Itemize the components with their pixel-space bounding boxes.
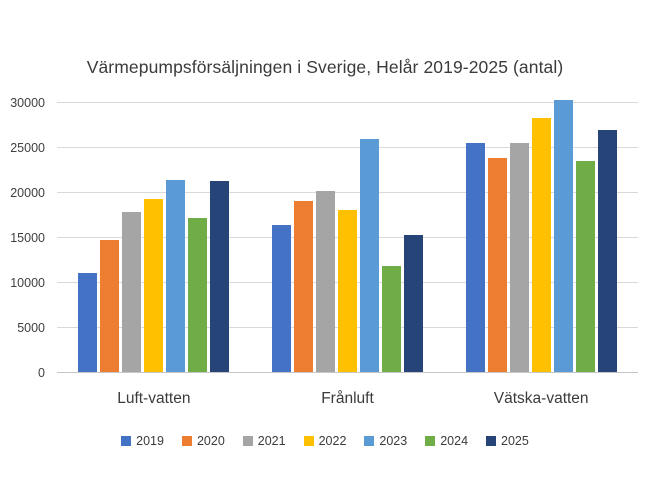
bar-2021-luft-vatten: [122, 211, 142, 372]
legend-label-2020: 2020: [196, 434, 225, 448]
bar-2024-fr-nluft: [382, 265, 401, 372]
bar-2019-v-tska-vatten: [465, 143, 485, 372]
bar-2023-v-tska-vatten: [553, 100, 573, 372]
y-tick-label-30000: 30000: [10, 96, 45, 110]
bar-2022-luft-vatten: [144, 199, 164, 372]
bar-2019-fr-nluft: [272, 225, 291, 372]
bar-2024-v-tska-vatten: [575, 160, 595, 372]
legend-swatch-icon-2024: [425, 436, 436, 446]
y-tick-label-5000: 5000: [17, 321, 45, 335]
legend-item-2022: 2022: [303, 434, 347, 448]
bar-2020-fr-nluft: [294, 201, 313, 372]
chart-title: Värmepumpsförsäljningen i Sverige, Helår…: [86, 57, 564, 77]
bar-2021-fr-nluft: [316, 191, 335, 372]
bar-group-luft-vatten: [57, 102, 251, 372]
x-axis-line: [57, 372, 638, 373]
legend-item-2019: 2019: [121, 434, 164, 448]
legend-swatch-icon-2020: [181, 436, 192, 446]
bar-2025-fr-nluft: [404, 235, 423, 372]
legend-label-2024: 2024: [440, 434, 469, 448]
legend-item-2025: 2025: [486, 434, 529, 448]
category-label-luft-vatten: Luft-vatten: [117, 390, 191, 407]
y-tick-label-15000: 15000: [10, 231, 45, 245]
bar-2025-luft-vatten: [210, 181, 230, 372]
y-tick-label-20000: 20000: [10, 186, 45, 200]
bar-groups: [57, 100, 638, 372]
category-label-fr-nluft: Frånluft: [321, 390, 374, 407]
legend-item-2023: 2023: [364, 434, 407, 448]
bar-2020-luft-vatten: [100, 239, 120, 372]
gridline-30000: [57, 102, 638, 103]
bar-2019-luft-vatten: [78, 273, 98, 372]
legend-swatch-icon-2021: [242, 436, 253, 446]
bar-2020-v-tska-vatten: [487, 157, 507, 372]
bar-2023-luft-vatten: [166, 180, 186, 372]
y-tick-label-0: 0: [38, 366, 45, 380]
legend-item-2024: 2024: [425, 434, 468, 448]
bar-2021-v-tska-vatten: [509, 142, 529, 372]
legend-swatch-icon-2019: [121, 436, 132, 446]
category-label-v-tska-vatten: Vätska-vatten: [493, 390, 589, 407]
y-tick-label-10000: 10000: [10, 276, 45, 290]
bar-2022-v-tska-vatten: [531, 118, 551, 372]
category-axis: Luft-vatten Frånluft Vätska-vatten: [57, 390, 638, 408]
legend-label-2023: 2023: [379, 434, 408, 448]
gridline-20000: [57, 192, 638, 193]
bar-2024-luft-vatten: [188, 218, 208, 372]
legend-swatch-icon-2025: [486, 436, 497, 446]
legend-label-2021: 2021: [257, 434, 286, 448]
gridline-25000: [57, 147, 638, 148]
y-tick-label-25000: 25000: [10, 141, 45, 155]
bar-2023-fr-nluft: [360, 138, 379, 372]
bar-2025-v-tska-vatten: [597, 129, 617, 372]
y-axis: 0 5000 10000 15000 20000 25000 30000: [0, 96, 45, 380]
legend-label-2022: 2022: [318, 434, 347, 448]
legend-label-2019: 2019: [136, 434, 164, 448]
bar-group-fr-nluft: [251, 102, 445, 372]
legend-item-2021: 2021: [242, 434, 286, 448]
plot-area: [57, 100, 638, 373]
legend-swatch-icon-2023: [364, 436, 375, 446]
bar-2022-fr-nluft: [338, 210, 357, 372]
legend-label-2025: 2025: [501, 434, 529, 448]
legend: 2019 2020 2021 2022 2023 2024 2025: [0, 434, 650, 448]
legend-item-2020: 2020: [181, 434, 225, 448]
bar-group-v-tska-vatten: [444, 100, 638, 372]
legend-swatch-icon-2022: [303, 436, 314, 446]
